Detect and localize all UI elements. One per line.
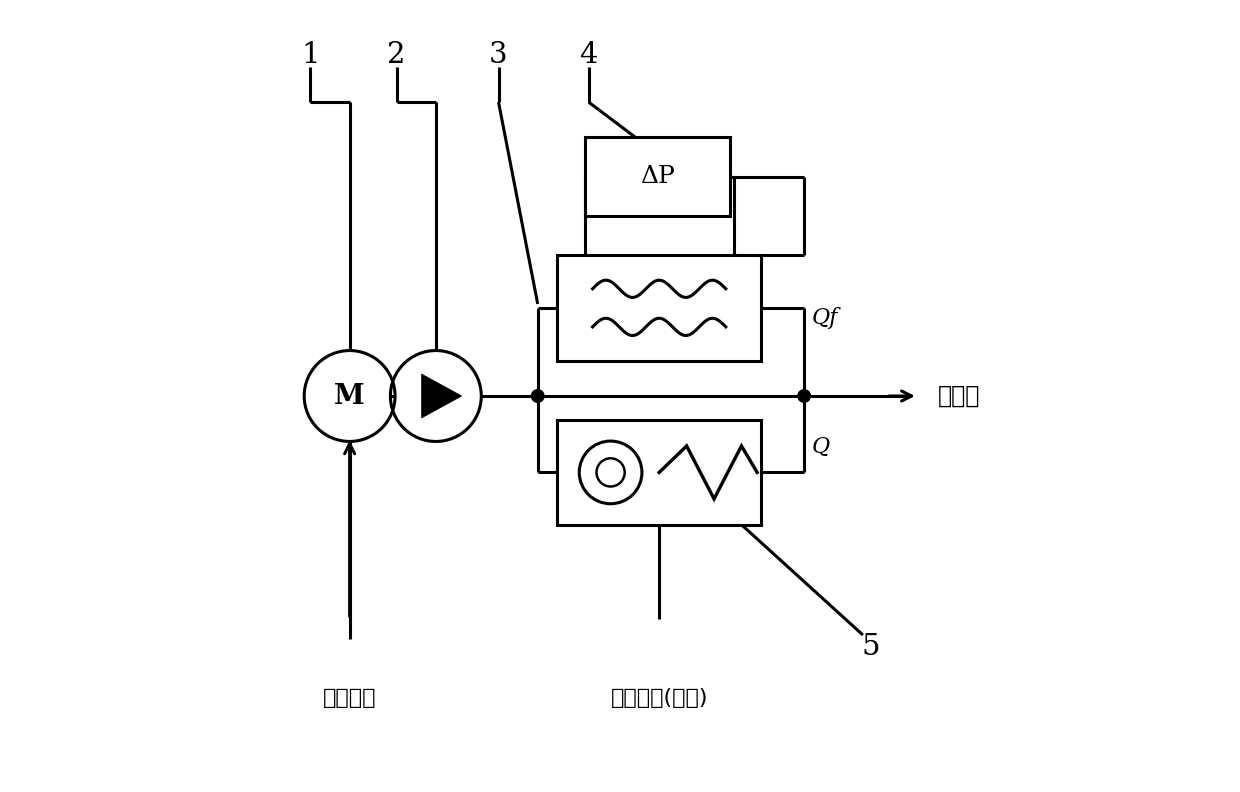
Text: 燃油入口: 燃油入口 xyxy=(322,687,377,708)
Text: 计量油: 计量油 xyxy=(937,384,980,408)
Text: 3: 3 xyxy=(490,41,508,69)
Circle shape xyxy=(532,390,544,402)
Bar xyxy=(557,420,761,525)
Text: ΔP: ΔP xyxy=(640,165,675,188)
Text: Qf: Qf xyxy=(812,307,838,329)
Text: M: M xyxy=(335,383,365,409)
Text: Q: Q xyxy=(812,436,831,458)
Text: 2: 2 xyxy=(387,41,405,69)
Bar xyxy=(585,137,729,215)
Circle shape xyxy=(797,390,811,402)
Text: 4: 4 xyxy=(579,41,598,69)
Bar xyxy=(557,255,761,360)
Polygon shape xyxy=(422,374,461,418)
Text: 燃油入口(可选): 燃油入口(可选) xyxy=(610,687,708,708)
Text: 1: 1 xyxy=(301,41,320,69)
Text: 5: 5 xyxy=(862,633,880,661)
